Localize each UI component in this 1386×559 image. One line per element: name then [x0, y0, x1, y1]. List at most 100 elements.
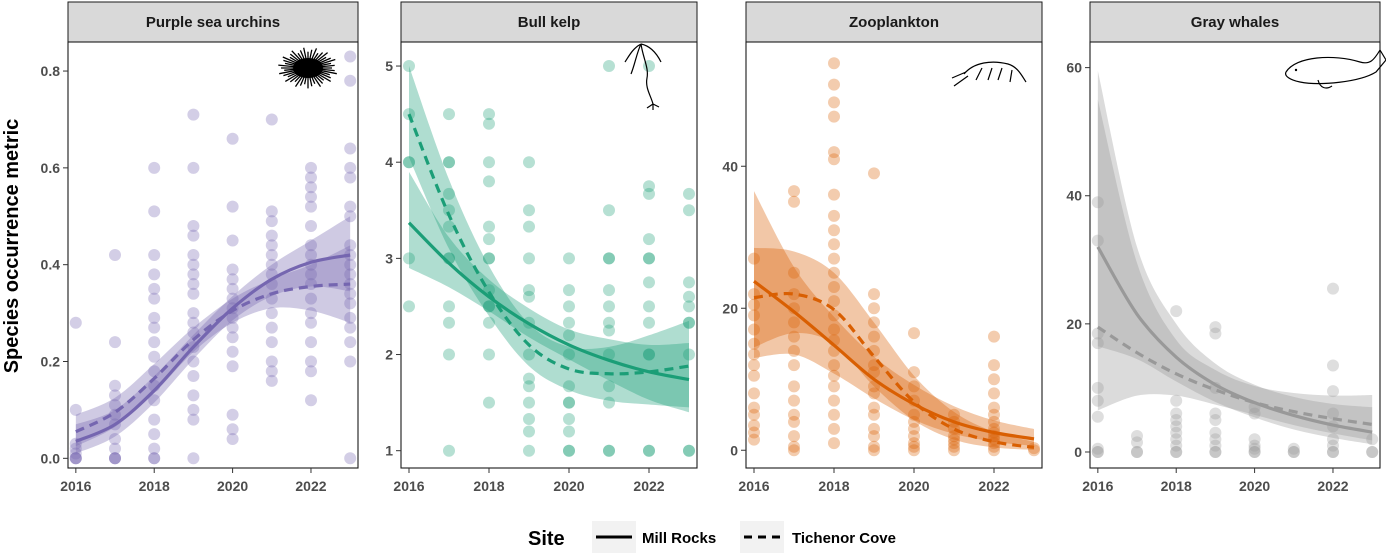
- data-point: [226, 132, 239, 145]
- data-point: [109, 249, 121, 261]
- data-point: [109, 442, 121, 455]
- data-point: [748, 298, 760, 311]
- panel-frame: [67, 41, 359, 469]
- data-point: [265, 355, 278, 368]
- data-point: [603, 348, 615, 361]
- facet-title: Zooplankton: [849, 14, 939, 31]
- data-point: [187, 161, 200, 174]
- data-point: [788, 380, 800, 393]
- data-point: [948, 437, 960, 450]
- data-point: [1131, 430, 1143, 442]
- data-point: [305, 336, 317, 349]
- data-point: [748, 419, 760, 432]
- y-tick-label: 0: [730, 442, 738, 458]
- facet-strip: [67, 1, 359, 43]
- data-point: [344, 311, 357, 324]
- data-point: [305, 365, 317, 378]
- data-point: [523, 444, 535, 457]
- data-point: [643, 348, 655, 361]
- points-group: [1091, 196, 1379, 458]
- data-point: [988, 387, 1000, 400]
- fit-line-tichenor-cove: [75, 282, 351, 434]
- data-point: [443, 316, 455, 329]
- data-point: [443, 187, 455, 200]
- data-point: [908, 430, 920, 443]
- data-point: [187, 370, 200, 382]
- data-point: [109, 399, 121, 412]
- points-group: [69, 50, 357, 465]
- data-point: [603, 204, 615, 217]
- ci-ribbon-mill-rocks: [1097, 70, 1373, 445]
- data-point: [868, 380, 880, 393]
- data-point: [603, 444, 615, 457]
- data-point: [988, 330, 1000, 343]
- data-point: [908, 380, 920, 393]
- data-point: [908, 444, 920, 457]
- data-point: [828, 394, 840, 407]
- data-point: [1327, 446, 1339, 458]
- data-point: [643, 316, 655, 329]
- data-point: [563, 348, 575, 361]
- legend-label-mill-rocks: Mill Rocks: [642, 530, 716, 547]
- data-point: [683, 187, 695, 200]
- data-point: [1131, 446, 1143, 458]
- data-point: [683, 444, 695, 457]
- data-point: [563, 425, 575, 438]
- data-point: [305, 181, 317, 194]
- data-point: [403, 108, 415, 121]
- data-point: [1287, 446, 1300, 458]
- x-tick-label: 2018: [818, 478, 849, 494]
- y-tick-label: 20: [722, 300, 738, 316]
- data-point: [908, 440, 920, 453]
- data-point: [483, 108, 495, 121]
- data-point: [187, 452, 200, 465]
- data-point: [523, 284, 535, 297]
- data-point: [1209, 414, 1222, 426]
- x-tick-label: 2022: [633, 478, 664, 494]
- data-point: [344, 287, 357, 300]
- data-point: [148, 205, 161, 218]
- data-point: [305, 190, 317, 203]
- data-point: [344, 297, 357, 310]
- y-tick-label: 2: [385, 347, 393, 363]
- data-point: [443, 444, 455, 457]
- data-point: [988, 415, 1000, 428]
- data-point: [948, 408, 960, 421]
- data-point: [908, 415, 920, 428]
- data-point: [109, 452, 121, 465]
- data-point: [563, 300, 575, 313]
- data-point: [1028, 442, 1040, 455]
- data-point: [187, 316, 200, 329]
- data-point: [109, 336, 121, 349]
- data-point: [1170, 433, 1183, 446]
- data-point: [1209, 446, 1222, 458]
- data-point: [788, 440, 800, 453]
- data-point: [305, 220, 317, 232]
- y-tick-label: 0.6: [41, 160, 61, 176]
- data-point: [109, 452, 121, 465]
- data-point: [868, 401, 880, 414]
- y-tick-label: 0: [1074, 444, 1082, 460]
- data-point: [403, 252, 415, 265]
- data-point: [187, 389, 200, 402]
- data-point: [305, 316, 317, 329]
- panel-frame: [1089, 41, 1381, 469]
- data-point: [187, 229, 200, 242]
- data-point: [748, 348, 760, 361]
- data-point: [603, 324, 615, 337]
- data-point: [265, 229, 278, 242]
- data-point: [226, 263, 239, 276]
- data-point: [344, 171, 357, 184]
- data-point: [344, 258, 357, 271]
- data-point: [868, 387, 880, 400]
- ci-ribbon-tichenor-cove: [754, 247, 1034, 450]
- data-point: [305, 268, 317, 281]
- data-point: [1091, 446, 1104, 458]
- data-point: [788, 430, 800, 443]
- data-point: [187, 258, 200, 271]
- data-point: [828, 57, 840, 70]
- data-point: [344, 268, 357, 281]
- data-point: [828, 252, 840, 265]
- data-point: [643, 252, 655, 265]
- data-point: [187, 355, 200, 368]
